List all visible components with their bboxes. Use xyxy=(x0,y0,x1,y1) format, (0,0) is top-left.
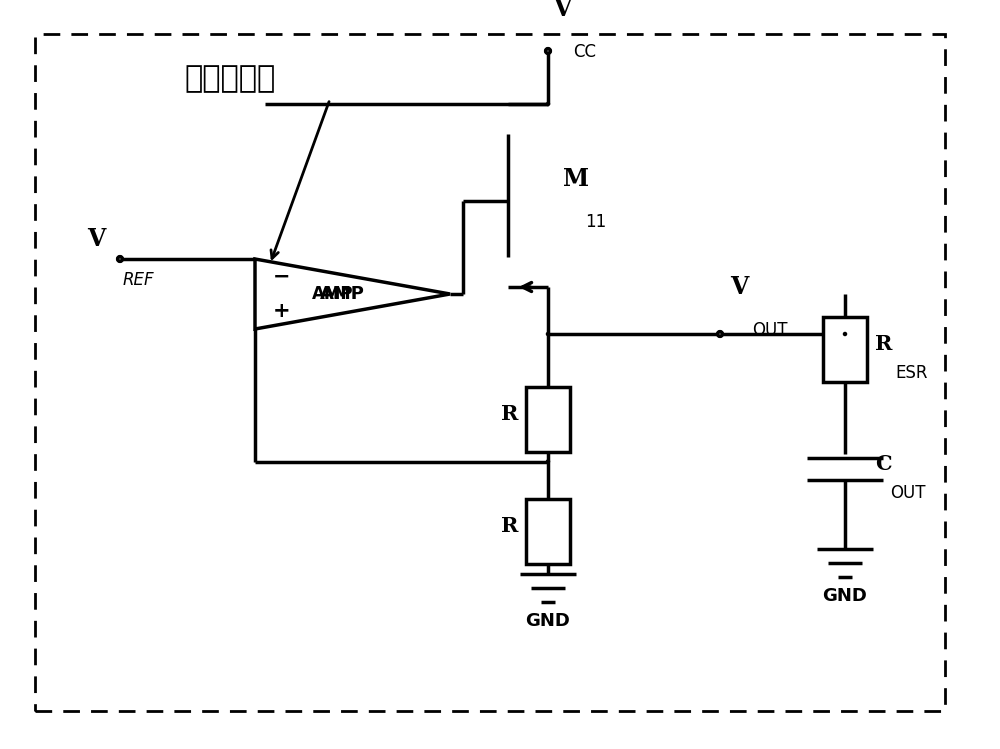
Text: M: M xyxy=(563,167,589,191)
Bar xyxy=(823,317,867,381)
Text: 11: 11 xyxy=(585,213,606,231)
Circle shape xyxy=(546,103,550,106)
Text: R: R xyxy=(875,334,892,354)
Bar xyxy=(526,386,570,452)
Text: +: + xyxy=(273,301,291,321)
Circle shape xyxy=(718,332,722,336)
Text: GND: GND xyxy=(526,612,570,630)
Text: V: V xyxy=(553,0,571,21)
Text: REF: REF xyxy=(123,271,155,289)
Text: −: − xyxy=(273,267,290,287)
Text: 误差放大器: 误差放大器 xyxy=(184,64,276,94)
Bar xyxy=(526,499,570,564)
Text: R: R xyxy=(501,404,518,424)
Text: AMP: AMP xyxy=(312,285,354,303)
Text: C: C xyxy=(875,454,892,474)
Text: R: R xyxy=(501,517,518,536)
Circle shape xyxy=(546,460,550,463)
Text: CC: CC xyxy=(573,43,596,61)
Circle shape xyxy=(546,49,550,53)
Text: AMP: AMP xyxy=(320,285,365,303)
Text: GND: GND xyxy=(823,587,867,605)
Text: OUT: OUT xyxy=(890,484,926,502)
Text: V: V xyxy=(87,227,105,251)
Text: ESR: ESR xyxy=(895,364,928,382)
Circle shape xyxy=(546,333,550,336)
Text: OUT: OUT xyxy=(752,321,788,339)
Text: 21: 21 xyxy=(536,547,557,565)
Text: V: V xyxy=(730,275,748,299)
Polygon shape xyxy=(255,259,450,329)
Circle shape xyxy=(118,257,122,261)
Circle shape xyxy=(843,333,847,336)
Text: 11: 11 xyxy=(536,434,557,452)
